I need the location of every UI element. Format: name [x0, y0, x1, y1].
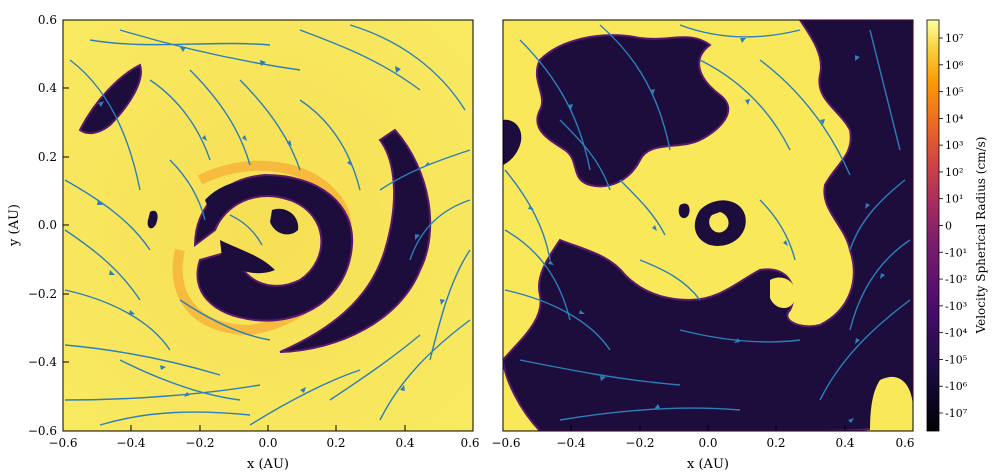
colorbar-tick-label: -10⁷	[945, 407, 968, 420]
colorbar-tick-label: -10⁶	[945, 380, 968, 393]
right-x-axis-label: x (AU)	[687, 457, 729, 472]
x-tick-label: −0.2	[185, 436, 214, 450]
right-x-ticks	[502, 425, 914, 431]
x-tick-label: 0.2	[766, 436, 785, 450]
left-x-ticks	[62, 425, 474, 431]
left-streamlines	[64, 24, 471, 426]
left-inflow-ring	[193, 173, 354, 322]
colorbar-tick-label: -10⁵	[945, 353, 967, 366]
x-tick-label: 0.2	[326, 436, 345, 450]
colorbar-tick-label: 10⁶	[945, 59, 964, 72]
colorbar-tick-label: -10²	[945, 273, 967, 286]
colorbar-gradient	[926, 19, 940, 432]
right-yellow-island	[770, 277, 796, 309]
y-tick-label: −0.2	[28, 287, 57, 301]
right-yellow-notch	[870, 376, 913, 431]
right-left-blob	[503, 119, 522, 165]
x-tick-label: −0.4	[556, 436, 586, 450]
left-inner-blob	[220, 240, 275, 274]
colorbar-tick-label: 10⁴	[945, 112, 964, 125]
colorbar-tick-label: 10⁵	[945, 86, 963, 99]
left-inner-spiral	[205, 180, 280, 225]
x-tick-label: 0.0	[698, 436, 717, 450]
right-small-blob	[678, 203, 690, 219]
right-x-tick-labels: −0.6 −0.4 −0.2 0.0 0.2 0.4 0.6	[491, 436, 914, 450]
x-tick-label: −0.4	[116, 436, 146, 450]
left-inflow-blob	[78, 63, 142, 135]
left-core-blob	[270, 208, 299, 235]
colorbar-tick-label: -10⁴	[945, 327, 968, 340]
right-streamline-arrows	[528, 38, 885, 423]
colorbar-tick-label: -10¹	[945, 246, 967, 259]
y-tick-label: 0.0	[38, 218, 57, 232]
colorbar-ticks: 10⁷ 10⁶ 10⁵ 10⁴ 10³ 10² 10¹ 0 -10¹ -10² -10³ -10⁴ -1…	[939, 32, 968, 420]
y-tick-label: −0.4	[28, 355, 58, 369]
colorbar-tick-label: 0	[945, 220, 952, 233]
right-inner-spiral	[694, 200, 746, 246]
left-inflow-regions	[78, 63, 432, 353]
left-x-tick-labels: −0.6 −0.4 −0.2 0.0 0.2 0.4 0.6	[48, 436, 479, 450]
x-tick-label: 0.6	[460, 436, 479, 450]
x-tick-label: 0.4	[395, 436, 414, 450]
colorbar-tick-label: -10³	[945, 300, 967, 313]
colorbar-tick-label: 10³	[945, 139, 963, 152]
y-tick-label: 0.6	[38, 13, 57, 27]
x-tick-label: −0.6	[491, 436, 520, 450]
left-small-blob	[147, 210, 158, 229]
x-tick-label: 0.6	[895, 436, 914, 450]
colorbar-tick-label: 10²	[945, 166, 963, 179]
left-y-tick-labels: −0.6 −0.4 −0.2 0.0 0.2 0.4 0.6	[28, 13, 58, 438]
colorbar-label: Velocity Spherical Radius (cm/s)	[974, 137, 988, 335]
x-tick-label: 0.0	[258, 436, 277, 450]
y-tick-label: 0.2	[38, 150, 57, 164]
left-streamline-arrows	[97, 47, 445, 397]
left-panel: −0.6 −0.4 −0.2 0.0 0.2 0.4 0.6 −0.6 −0.4…	[7, 13, 480, 472]
left-x-axis-label: x (AU)	[247, 457, 289, 472]
colorbar-tick-label: 10⁷	[945, 32, 964, 45]
colorbar-tick-label: 10¹	[945, 193, 963, 206]
left-y-ticks	[63, 19, 69, 432]
colorbar: 10⁷ 10⁶ 10⁵ 10⁴ 10³ 10² 10¹ 0 -10¹ -10² -10³ -10⁴ -1…	[926, 19, 988, 432]
right-streamlines	[504, 24, 911, 421]
right-panel: −0.6 −0.4 −0.2 0.0 0.2 0.4 0.6 x (AU)	[491, 19, 915, 472]
left-y-axis-label: y (AU)	[7, 204, 22, 247]
x-tick-label: −0.6	[48, 436, 77, 450]
x-tick-label: −0.2	[625, 436, 654, 450]
y-tick-label: −0.6	[28, 424, 57, 438]
y-tick-label: 0.4	[38, 81, 57, 95]
left-inflow-arc	[279, 128, 432, 353]
x-tick-label: 0.4	[835, 436, 854, 450]
